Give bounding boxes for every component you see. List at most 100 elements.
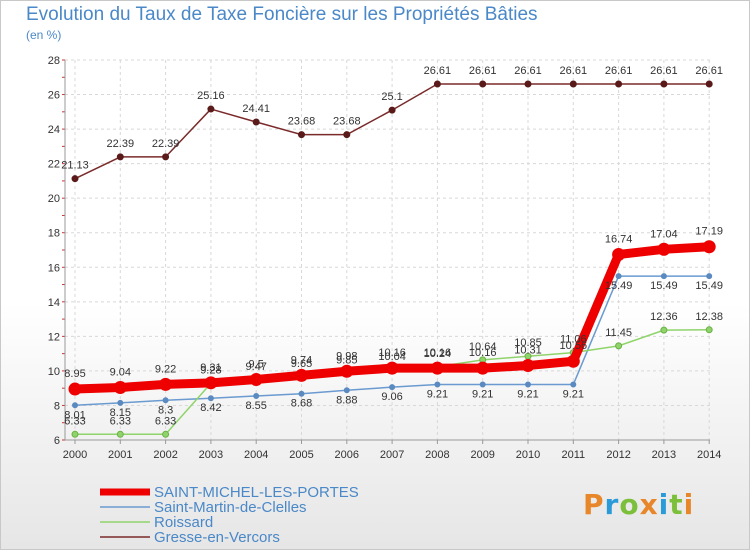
data-label-saint-michel-les-portes: 10.31: [514, 345, 542, 357]
data-label-gresse-en-vercors: 26.61: [560, 65, 588, 77]
data-label-roissard: 9.85: [336, 355, 357, 367]
data-label-saint-michel-les-portes: 9.04: [110, 366, 131, 378]
data-point-roissard: [71, 430, 79, 438]
chart-title: Evolution du Taux de Taxe Foncière sur l…: [26, 4, 538, 25]
data-point-saint-michel-les-portes: [657, 242, 671, 256]
data-point-roissard: [116, 430, 124, 438]
data-point-saint-martin-de-clelles: [343, 387, 350, 394]
data-label-saint-martin-de-clelles: 9.21: [563, 389, 584, 401]
data-label-saint-michel-les-portes: 9.98: [336, 350, 357, 362]
data-label-saint-martin-de-clelles: 9.06: [381, 391, 402, 403]
data-label-saint-michel-les-portes: 10.56: [560, 340, 588, 352]
data-point-gresse-en-vercors: [479, 80, 487, 88]
data-point-saint-martin-de-clelles: [162, 397, 169, 404]
data-label-saint-michel-les-portes: 8.95: [64, 368, 85, 380]
data-label-saint-martin-de-clelles: 8.88: [336, 394, 357, 406]
data-label-saint-michel-les-portes: 16.74: [605, 233, 633, 245]
x-tick-label: 2008: [425, 449, 449, 461]
data-point-gresse-en-vercors: [524, 80, 532, 88]
data-label-roissard: 10.64: [469, 341, 497, 353]
data-label-roissard: 6.33: [110, 415, 131, 427]
data-point-roissard: [615, 342, 623, 350]
data-point-saint-michel-les-portes: [340, 364, 354, 378]
data-point-saint-martin-de-clelles: [389, 384, 396, 391]
y-tick-label: 14: [48, 297, 60, 309]
data-point-gresse-en-vercors: [705, 80, 713, 88]
data-label-roissard: 10.85: [514, 337, 542, 349]
x-tick-label: 2011: [561, 449, 585, 461]
legend-label-gresse-en-vercors: Gresse-en-Vercors: [154, 529, 280, 546]
data-label-gresse-en-vercors: 22.39: [107, 138, 135, 150]
data-point-roissard: [705, 326, 713, 334]
data-point-saint-martin-de-clelles: [72, 402, 78, 409]
data-point-saint-michel-les-portes: [566, 354, 580, 368]
data-label-roissard: 11.06: [560, 334, 587, 346]
axis-layer: 6 8 10 12 14 16 18 20 22 24 26 28 2000 2001 2002 2003 20…: [48, 55, 722, 461]
data-point-saint-michel-les-portes: [385, 361, 399, 375]
data-label-gresse-en-vercors: 25.1: [381, 91, 402, 103]
data-point-saint-michel-les-portes: [249, 373, 263, 387]
x-tick-label: 2000: [63, 449, 87, 461]
data-label-saint-martin-de-clelles: 8.42: [200, 402, 221, 414]
legend-label-saint-michel-les-portes: SAINT-MICHEL-LES-PORTES: [154, 484, 359, 501]
data-label-gresse-en-vercors: 26.61: [605, 65, 633, 77]
data-point-saint-martin-de-clelles: [298, 390, 305, 397]
data-label-gresse-en-vercors: 25.16: [197, 90, 225, 102]
data-label-gresse-en-vercors: 21.13: [61, 160, 89, 172]
data-label-gresse-en-vercors: 26.61: [695, 65, 723, 77]
y-tick-label: 28: [48, 55, 60, 67]
data-label-saint-martin-de-clelles: 9.21: [517, 389, 538, 401]
y-tick-label: 12: [48, 331, 60, 343]
x-tick-label: 2006: [335, 449, 359, 461]
data-point-saint-michel-les-portes: [68, 382, 82, 396]
data-label-saint-martin-de-clelles: 9.21: [427, 389, 448, 401]
y-tick-label: 24: [48, 124, 60, 136]
data-label-roissard: 10.04: [378, 351, 406, 363]
y-axis-unit: (en %): [26, 28, 62, 42]
y-tick-label: 10: [48, 366, 60, 378]
data-label-roissard: 10.24: [424, 348, 452, 360]
y-tick-label: 26: [48, 90, 60, 102]
data-label-gresse-en-vercors: 26.61: [650, 65, 678, 77]
data-label-gresse-en-vercors: 23.68: [288, 116, 316, 128]
data-point-saint-martin-de-clelles: [706, 273, 713, 280]
data-point-saint-martin-de-clelles: [434, 381, 441, 388]
data-label-saint-michel-les-portes: 9.31: [200, 362, 221, 374]
x-tick-label: 2005: [289, 449, 313, 461]
data-point-gresse-en-vercors: [569, 80, 577, 88]
data-point-saint-martin-de-clelles: [525, 381, 531, 388]
data-label-gresse-en-vercors: 22.39: [152, 138, 180, 150]
legend-label-saint-martin-de-clelles: Saint-Martin-de-Clelles: [154, 499, 307, 516]
x-tick-label: 2003: [199, 449, 223, 461]
data-label-roissard: 9.65: [291, 358, 312, 370]
data-label-gresse-en-vercors: 26.61: [469, 65, 497, 77]
legend: SAINT-MICHEL-LES-PORTESSaint-Martin-de-C…: [100, 484, 359, 546]
data-label-gresse-en-vercors: 24.41: [242, 103, 270, 115]
logo-letter: t: [669, 488, 684, 521]
data-label-roissard: 9.47: [245, 361, 266, 373]
x-tick-label: 2001: [108, 449, 132, 461]
logo-letter: P: [583, 488, 605, 521]
data-label-layer: 21.13 22.39 22.39 25.16 24.41 23.68 23.68 25.1 2…: [61, 65, 723, 427]
data-point-saint-michel-les-portes: [113, 380, 127, 394]
data-point-saint-michel-les-portes: [521, 359, 535, 373]
data-label-saint-michel-les-portes: 10.16: [424, 347, 452, 359]
data-point-gresse-en-vercors: [343, 131, 351, 139]
y-tick-label: 16: [48, 262, 60, 274]
logo-letter: i: [658, 488, 670, 521]
y-tick-label: 22: [48, 159, 60, 171]
data-label-gresse-en-vercors: 26.61: [514, 65, 542, 77]
x-tick-label: 2007: [380, 449, 404, 461]
data-label-gresse-en-vercors: 23.68: [333, 116, 361, 128]
data-point-saint-michel-les-portes: [476, 361, 490, 375]
data-point-saint-michel-les-portes: [159, 377, 173, 391]
data-label-roissard: 11.45: [605, 327, 632, 339]
data-label-saint-martin-de-clelles: 8.3: [158, 404, 173, 416]
data-point-saint-martin-de-clelles: [479, 381, 486, 388]
data-point-gresse-en-vercors: [207, 105, 215, 113]
data-point-gresse-en-vercors: [433, 80, 441, 88]
data-label-roissard: 6.33: [155, 415, 176, 427]
data-label-roissard: 9.28: [200, 364, 221, 376]
data-point-saint-michel-les-portes: [702, 240, 716, 254]
